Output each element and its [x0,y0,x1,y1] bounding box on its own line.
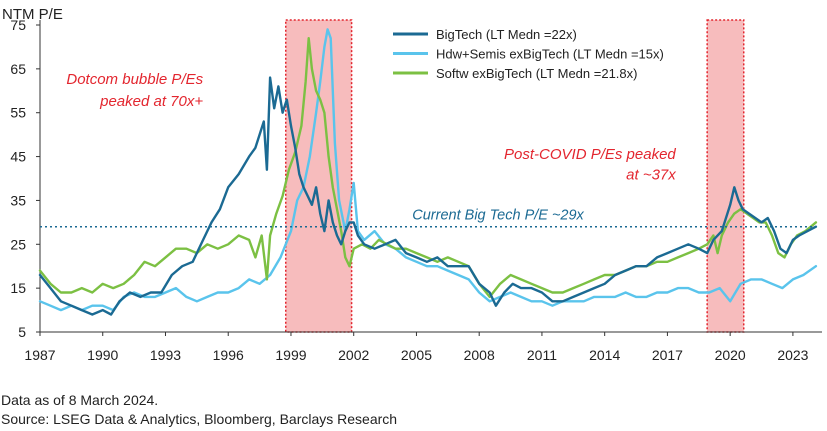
y-tick-label: 45 [10,149,26,165]
series-line-2 [38,37,818,299]
annotation-1: peaked at 70x+ [99,93,203,110]
series-line-0 [38,76,818,316]
y-tick-label: 5 [18,324,26,340]
x-tick-label: 1993 [150,347,181,363]
source-note: Source: LSEG Data & Analytics, Bloomberg… [1,411,398,427]
y-tick-label: 15 [10,280,26,296]
y-tick-label: 35 [10,192,26,208]
legend-label-0: BigTech (LT Medn =22x) [436,27,577,42]
y-tick-label: 55 [10,105,26,121]
annotation-0: Dotcom bubble P/Es [66,71,203,88]
x-tick-label: 1990 [87,347,118,363]
legend-label-2: Softw exBigTech (LT Medn =21.8x) [436,66,637,81]
annotation-2: Post-COVID P/Es peaked [504,146,676,163]
x-tick-label: 2011 [527,347,557,363]
x-tick-label: 1987 [24,347,55,363]
chart-legend: BigTech (LT Medn =22x) Hdw+Semis exBigTec… [393,27,664,81]
x-tick-label: 2008 [464,347,495,363]
shaded-period-1 [706,19,745,333]
x-tick-label: 2023 [777,347,808,363]
x-tick-label: 1999 [275,347,306,363]
annotation-3: at ~37x [626,166,676,183]
legend-label-1: Hdw+Semis exBigTech (LT Medn =15x) [436,47,664,62]
x-tick-label: 1996 [213,347,244,363]
x-tick-label: 2014 [589,347,620,363]
pe-line-chart: 5 15 25 35 45 55 65 75 1987 1990 1993 1996 1999 2002 2… [2,6,822,363]
x-tick-label: 2017 [652,347,683,363]
y-axis-label: NTM P/E [2,6,63,23]
data-date-note: Data as of 8 March 2024. [1,392,159,408]
y-tick-label: 25 [10,236,26,252]
y-tick-label: 65 [10,61,26,77]
x-tick-label: 2002 [338,347,369,363]
x-tick-label: 2005 [401,347,432,363]
shaded-period-0 [284,19,353,333]
reference-line-label: Current Big Tech P/E ~29x [412,208,584,224]
x-tick-label: 2020 [715,347,746,363]
y-tick-label: 75 [10,17,26,33]
